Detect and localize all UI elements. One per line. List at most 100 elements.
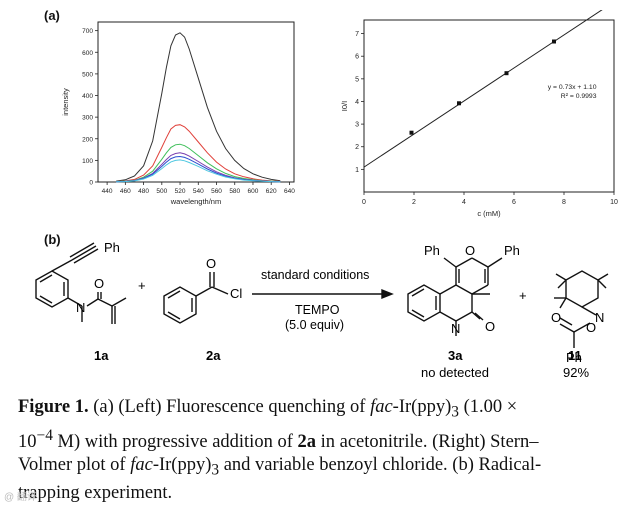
- caption-subscript: 3: [451, 403, 459, 421]
- x-tick-label: 0: [362, 199, 366, 206]
- spectrum-line-3: [116, 143, 281, 183]
- x-tick-label: 480: [138, 188, 149, 195]
- plot-frame: [97, 21, 295, 183]
- caption-figure-number: Figure 1.: [18, 397, 89, 417]
- caption-text: in acetonitrile. (Right) Stern–: [315, 431, 539, 452]
- compound-3a-structure: [407, 257, 503, 336]
- fit-annotation: y = 0.73x + 1.10: [548, 84, 597, 91]
- panel-b-label: (b): [44, 232, 61, 247]
- x-axis-label: c (mM): [477, 209, 501, 218]
- y-axis-label: I0/I: [340, 101, 349, 111]
- caption-subscript: 3: [211, 461, 220, 479]
- x-tick-label: 560: [211, 188, 222, 195]
- reagent-equiv-text: (5.0 equiv): [285, 318, 344, 332]
- caption-text: -Ir(ppy): [392, 397, 452, 417]
- caption-text: Volmer plot of: [18, 454, 131, 475]
- oxygen-label-1a: O: [94, 276, 104, 291]
- caption-text: M) with progressive addition of: [52, 431, 298, 452]
- x-tick-label: 440: [102, 188, 113, 195]
- fit-line: [363, 10, 603, 168]
- y-tick-label: 200: [82, 136, 93, 143]
- x-tick-label: 540: [193, 188, 204, 195]
- data-point: [409, 130, 414, 135]
- reaction-scheme: Ph N O + O Cl standard conditions TEMPO …: [35, 240, 609, 380]
- caption-compound: 2a: [297, 431, 316, 452]
- y-tick-label: 500: [82, 71, 93, 78]
- x-tick-label: 520: [175, 188, 186, 195]
- data-point: [552, 39, 556, 44]
- panel-a-label: (a): [44, 8, 60, 23]
- product-ring-oxygen: O: [465, 243, 475, 258]
- carbonyl-oxygen-label: O: [206, 256, 216, 271]
- caption-text: (a) (Left) Fluorescence quenching of: [88, 397, 371, 417]
- x-tick-label: 10: [610, 199, 618, 206]
- y-tick-label: 5: [355, 76, 359, 83]
- compound-2a-structure: [163, 272, 229, 324]
- ester-phenyl: Ph: [566, 350, 582, 365]
- caption-italic: fac: [370, 397, 393, 417]
- spectrum-line-1: [116, 32, 281, 182]
- caption-superscript: −4: [36, 426, 53, 444]
- compound-11-structure: [554, 270, 609, 348]
- product-nitrogen: N: [451, 321, 460, 336]
- plot-frame: [363, 19, 615, 193]
- caption-italic: fac: [130, 454, 153, 475]
- x-axis-label: wavelength/nm: [170, 197, 221, 206]
- figure-caption: Figure 1. (a) (Left) Fluorescence quench…: [18, 396, 628, 505]
- x-tick-label: 640: [284, 188, 295, 195]
- x-tick-label: 600: [248, 188, 259, 195]
- x-tick-label: 620: [266, 188, 277, 195]
- plus-sign-1: +: [138, 278, 146, 293]
- conditions-text: standard conditions: [261, 268, 369, 282]
- spectrum-line-4: [116, 152, 281, 183]
- y-tick-label: 1: [355, 167, 359, 174]
- y-tick-label: 7: [355, 31, 359, 38]
- tempo-nitrogen: N: [595, 310, 604, 325]
- caption-text: 10: [18, 431, 37, 452]
- compound-1a-structure: [35, 242, 127, 324]
- product-carbonyl-oxygen: O: [485, 319, 495, 334]
- plus-sign-2: +: [519, 288, 527, 303]
- caption-text: trapping experiment.: [18, 482, 173, 503]
- fluorescence-chart: 440 460 480 500 520 540 560 580 600 620 640 0 100 200…: [61, 21, 295, 206]
- caption-text: -Ir(ppy): [152, 454, 212, 475]
- y-tick-label: 4: [355, 99, 359, 106]
- y-tick-label: 6: [355, 54, 359, 61]
- y-tick-label: 100: [82, 158, 93, 165]
- phenyl-label-1a: Ph: [104, 240, 120, 255]
- nitrogen-label-1a: N: [76, 300, 85, 315]
- spectrum-line-2: [116, 124, 281, 183]
- y-tick-label: 2: [355, 144, 359, 151]
- label-3a: 3a: [448, 348, 463, 363]
- chlorine-label: Cl: [230, 286, 242, 301]
- label-2a: 2a: [206, 348, 221, 363]
- y-tick-label: 0: [89, 180, 93, 187]
- spectrum-line-6: [116, 159, 281, 183]
- ester-carbonyl-oxygen: O: [551, 310, 561, 325]
- reagent-text: TEMPO: [295, 303, 340, 317]
- y-tick-label: 600: [82, 50, 93, 57]
- fit-annotation: R² = 0.9993: [561, 93, 597, 100]
- caption-text: and variable benzoyl chloride. (b) Radic…: [219, 454, 542, 475]
- y-tick-label: 3: [355, 122, 359, 129]
- data-point: [504, 71, 509, 76]
- watermark: @ 翻译: [4, 492, 37, 503]
- x-tick-label: 6: [512, 199, 516, 206]
- y-tick-label: 700: [82, 28, 93, 35]
- x-tick-label: 4: [462, 199, 466, 206]
- x-tick-label: 580: [229, 188, 240, 195]
- y-axis-label: intensity: [61, 88, 70, 116]
- product-phenyl-left: Ph: [424, 243, 440, 258]
- x-tick-label: 460: [120, 188, 131, 195]
- label-3a-note: no detected: [421, 365, 489, 380]
- label-11-yield: 92%: [563, 365, 589, 380]
- product-phenyl-right: Ph: [504, 243, 520, 258]
- y-tick-label: 300: [82, 115, 93, 122]
- x-tick-label: 8: [562, 199, 566, 206]
- y-tick-label: 400: [82, 93, 93, 100]
- label-1a: 1a: [94, 348, 109, 363]
- data-point: [457, 101, 461, 106]
- x-tick-label: 2: [412, 199, 416, 206]
- caption-text: (1.00 ×: [458, 397, 518, 417]
